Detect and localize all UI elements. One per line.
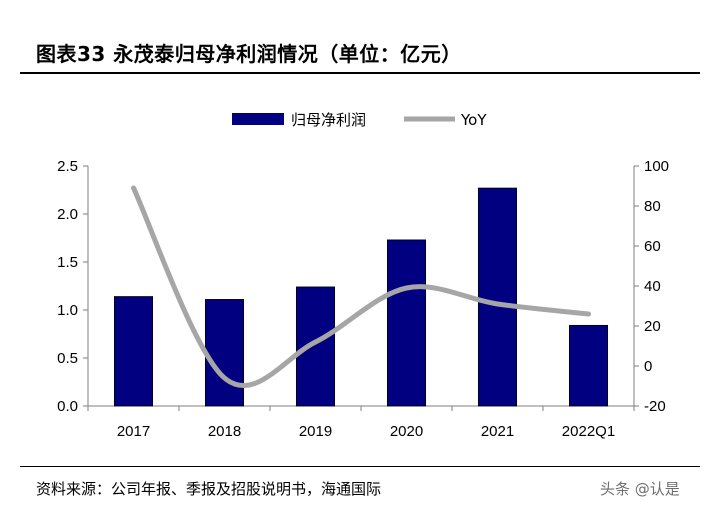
legend-label-line: YoY: [460, 111, 487, 129]
y-left-tick-label: 0.0: [57, 398, 78, 415]
legend-swatch-bar: [232, 113, 284, 125]
x-tick-label: 2022Q1: [562, 423, 615, 440]
watermark: 头条 @认是: [600, 480, 680, 498]
y-right-tick-label: 60: [644, 238, 661, 255]
y-right-tick-label: 20: [644, 318, 661, 335]
yoy-line: [131, 185, 591, 388]
x-tick-label: 2021: [481, 423, 514, 440]
y-left-tick-label: 1.5: [57, 254, 78, 271]
x-tick-label: 2020: [390, 423, 423, 440]
y-right-tick-label: 80: [644, 198, 661, 215]
y-right-tick-label: 0: [644, 358, 652, 375]
y-right-tick-label: 40: [644, 278, 661, 295]
y-left-tick-label: 2.5: [57, 158, 78, 175]
bar-2017: [113, 296, 154, 407]
legend-label-bar: 归母净利润: [291, 111, 366, 129]
axes-group: [83, 165, 639, 411]
y-right-tick-label: -20: [644, 398, 666, 415]
x-tick-label: 2017: [117, 423, 150, 440]
bars-group: [113, 187, 609, 407]
bar-2022Q1: [568, 324, 609, 407]
x-tick-label: 2019: [299, 423, 332, 440]
y-left-tick-label: 2.0: [57, 206, 78, 223]
x-tick-label: 2018: [208, 423, 241, 440]
bar-2020: [386, 239, 427, 407]
y-left-tick-label: 1.0: [57, 302, 78, 319]
title-underline: [20, 72, 700, 74]
footer-rule: [20, 466, 700, 467]
chart-title: 图表33 永茂泰归母净利润情况（单位：亿元）: [36, 42, 462, 66]
source-note: 资料来源：公司年报、季报及招股说明书，海通国际: [36, 480, 382, 498]
bar-2018: [204, 299, 245, 407]
y-right-tick-label: 100: [644, 158, 669, 175]
y-left-tick-label: 0.5: [57, 350, 78, 367]
yoy-line-group: [131, 185, 591, 388]
bar-2019: [295, 286, 336, 407]
bar-2021: [477, 187, 518, 407]
tick-labels-group: 0.0 0.5 1.0 1.5 2.0 2.5 -20 0 20 40 60 80 100 2017 201…: [57, 158, 669, 440]
